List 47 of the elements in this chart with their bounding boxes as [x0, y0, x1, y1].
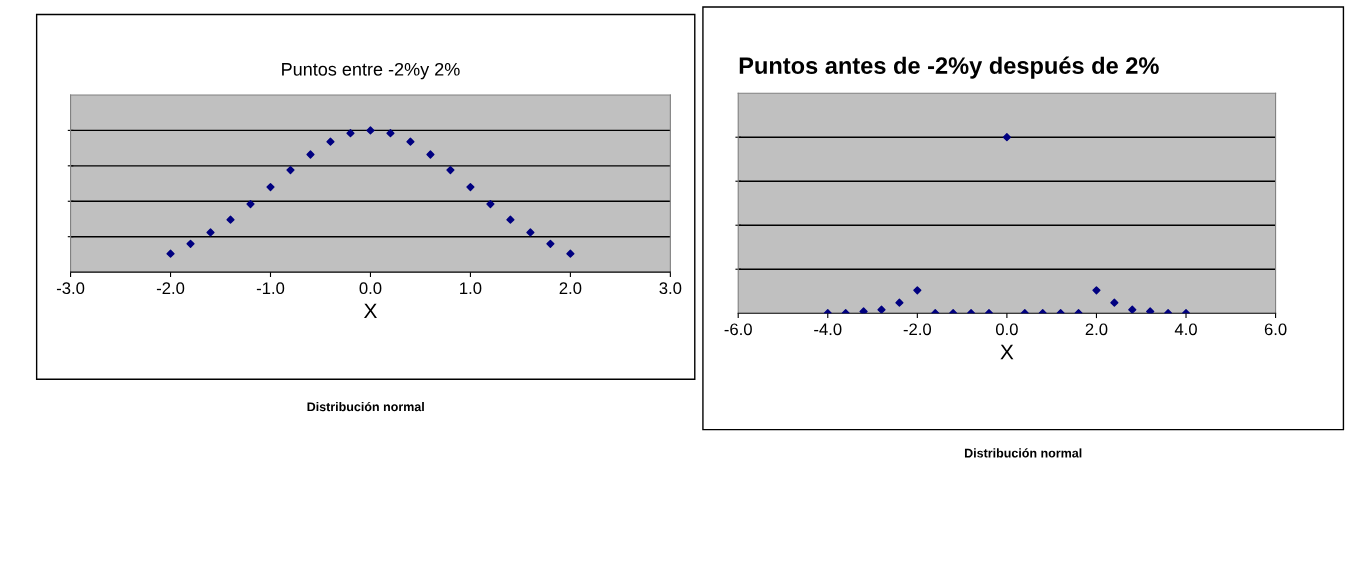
x-tick-label: 6.0	[1264, 323, 1287, 336]
x-tick-label: 0.0	[995, 323, 1018, 336]
point	[426, 150, 435, 159]
point	[859, 307, 868, 314]
chart-title: Puntos antes de -2%y después de 2%	[739, 56, 1159, 79]
point	[226, 215, 235, 224]
x-tick-label: 2.0	[559, 282, 582, 295]
x-tick-label: 4.0	[1174, 323, 1197, 336]
x-tick-label: -3.0	[56, 282, 85, 295]
point	[506, 215, 515, 224]
chart-title: Puntos entre -2%y 2%	[282, 62, 460, 80]
point	[466, 182, 475, 192]
point	[566, 249, 575, 258]
x-tick-label: -2.0	[903, 323, 932, 336]
x-tick-label: 0.0	[359, 282, 382, 295]
point	[1092, 286, 1101, 295]
point	[406, 137, 415, 146]
x-tick-label: 3.0	[659, 282, 682, 295]
point	[486, 199, 495, 209]
point	[206, 228, 215, 237]
point	[1110, 298, 1119, 307]
text: Distribución normal	[964, 448, 1082, 458]
point	[166, 249, 175, 258]
x-axis-title: X	[1000, 344, 1014, 360]
point	[913, 286, 922, 295]
x-tick-label: -6.0	[724, 323, 752, 336]
point	[526, 228, 535, 237]
point	[186, 239, 195, 248]
point	[346, 129, 355, 138]
x-tick-label: -4.0	[814, 323, 842, 336]
point	[306, 150, 315, 159]
point	[326, 137, 335, 146]
x-tick-label: 1.0	[460, 282, 482, 295]
x-tick-label: -2.0	[156, 282, 185, 295]
point	[386, 129, 395, 138]
point	[877, 305, 886, 314]
point	[446, 165, 455, 175]
x-axis-title: X	[363, 303, 377, 319]
x-tick-label: -1.0	[256, 282, 285, 295]
point	[895, 298, 904, 307]
point	[366, 126, 375, 135]
point	[1002, 133, 1011, 142]
point	[546, 239, 555, 248]
point	[1128, 305, 1137, 314]
point	[1146, 307, 1155, 314]
x-tick-label: 2.0	[1085, 323, 1108, 336]
text: Distribución normal	[307, 401, 424, 412]
